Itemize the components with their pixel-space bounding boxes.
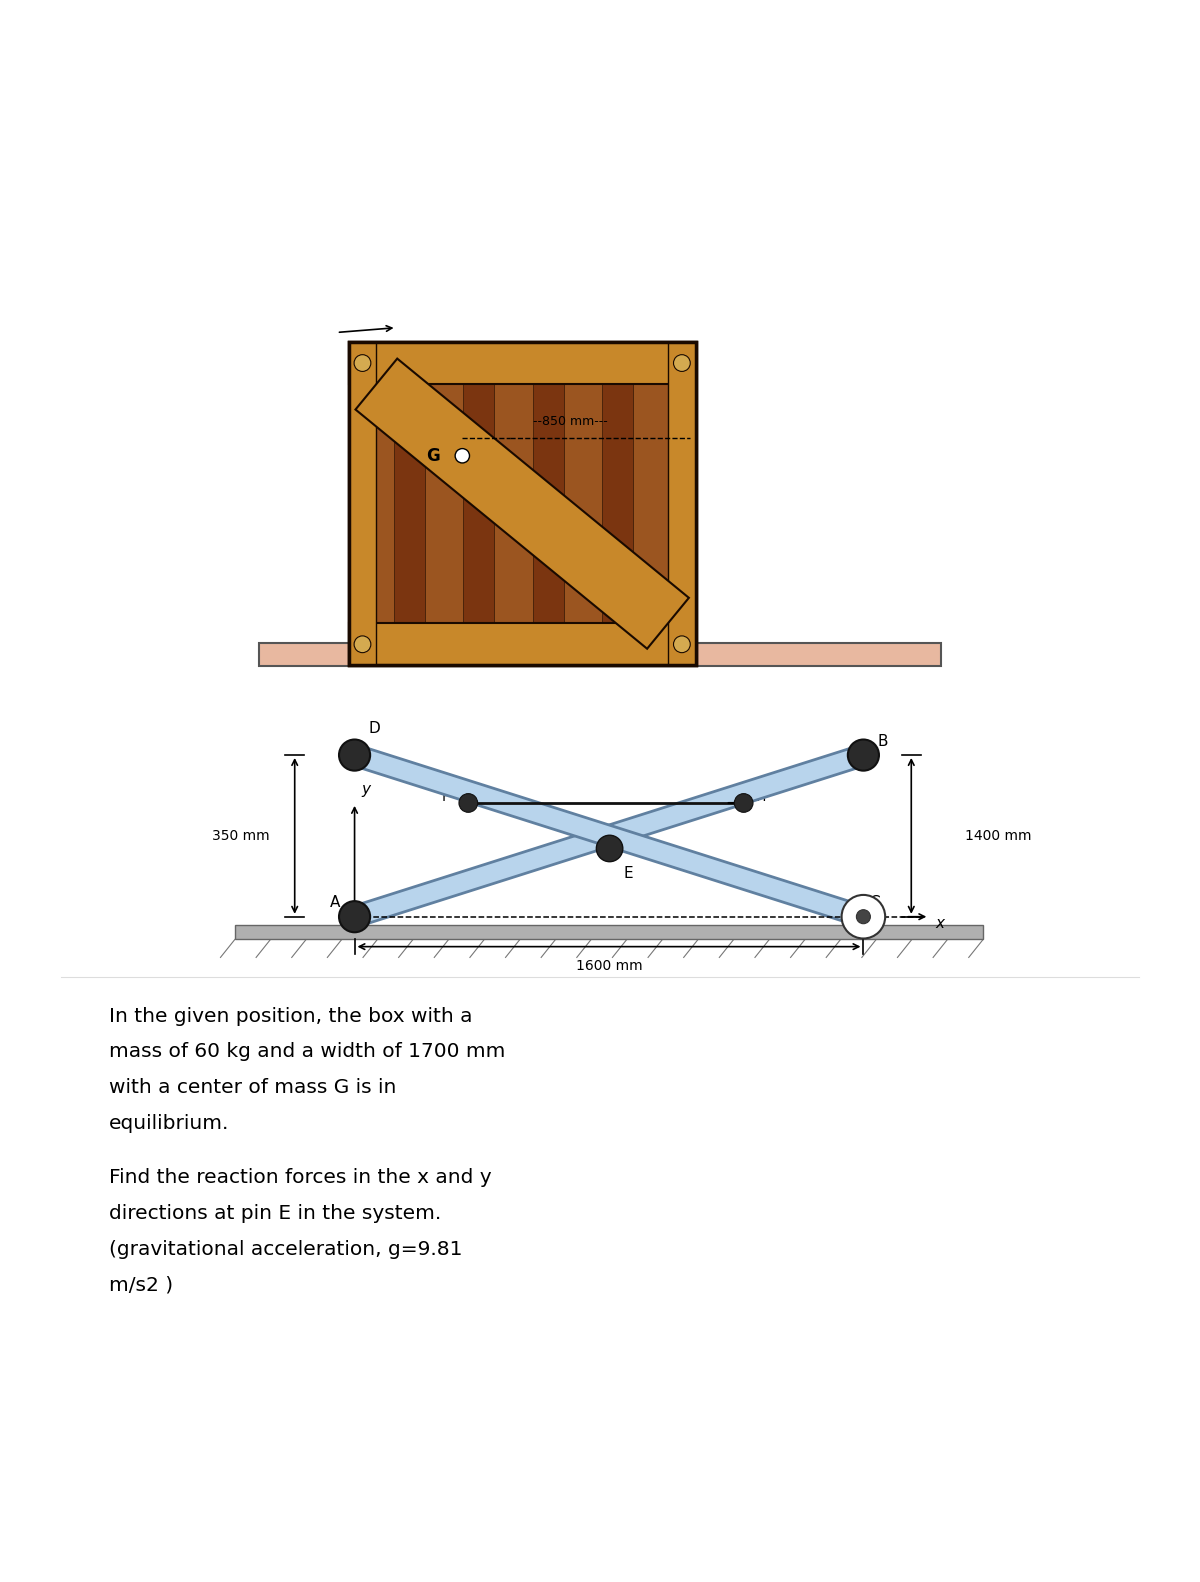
Circle shape [596, 835, 623, 862]
Circle shape [857, 910, 870, 924]
Circle shape [673, 636, 690, 653]
Bar [425, 375, 463, 633]
Bar [348, 342, 696, 384]
Bar [494, 375, 533, 633]
Circle shape [354, 636, 371, 653]
Circle shape [673, 354, 690, 372]
Circle shape [848, 739, 878, 770]
Text: mass of 60 kg and a width of 1700 mm: mass of 60 kg and a width of 1700 mm [109, 1043, 505, 1062]
Bar [348, 342, 696, 666]
Text: In the given position, the box with a: In the given position, the box with a [109, 1006, 473, 1025]
Circle shape [340, 739, 370, 770]
Text: H: H [756, 789, 766, 804]
Circle shape [458, 794, 478, 812]
Text: y: y [361, 782, 371, 797]
Circle shape [340, 902, 370, 932]
Text: 1400 mm: 1400 mm [965, 829, 1032, 843]
Bar [355, 375, 394, 633]
Text: x: x [935, 916, 944, 932]
Text: directions at pin E in the system.: directions at pin E in the system. [109, 1204, 442, 1223]
Bar [348, 342, 377, 666]
Text: --850 mm---: --850 mm--- [533, 414, 607, 429]
Circle shape [841, 895, 886, 938]
Text: C: C [869, 894, 880, 910]
Text: G: G [426, 446, 440, 465]
Polygon shape [355, 359, 689, 649]
Text: D: D [368, 721, 380, 736]
Text: A: A [330, 894, 341, 910]
Text: m/s2 ): m/s2 ) [109, 1275, 173, 1296]
Bar [668, 342, 696, 666]
Text: with a center of mass G is in: with a center of mass G is in [109, 1079, 396, 1098]
Text: Find the reaction forces in the x and y: Find the reaction forces in the x and y [109, 1168, 492, 1186]
Circle shape [455, 449, 469, 464]
Text: 1600 mm: 1600 mm [576, 959, 642, 973]
Bar [634, 375, 672, 633]
Bar [259, 642, 941, 666]
Circle shape [354, 354, 371, 372]
Bar [564, 375, 602, 633]
Text: (gravitational acceleration, g=9.81: (gravitational acceleration, g=9.81 [109, 1240, 463, 1259]
Bar [348, 342, 696, 666]
Text: equilibrium.: equilibrium. [109, 1114, 229, 1133]
Bar [235, 925, 983, 940]
Text: B: B [877, 734, 888, 750]
Text: 350 mm: 350 mm [212, 829, 270, 843]
Text: E: E [624, 867, 634, 881]
Bar [348, 623, 696, 666]
Text: F: F [442, 789, 449, 804]
Circle shape [734, 794, 754, 812]
